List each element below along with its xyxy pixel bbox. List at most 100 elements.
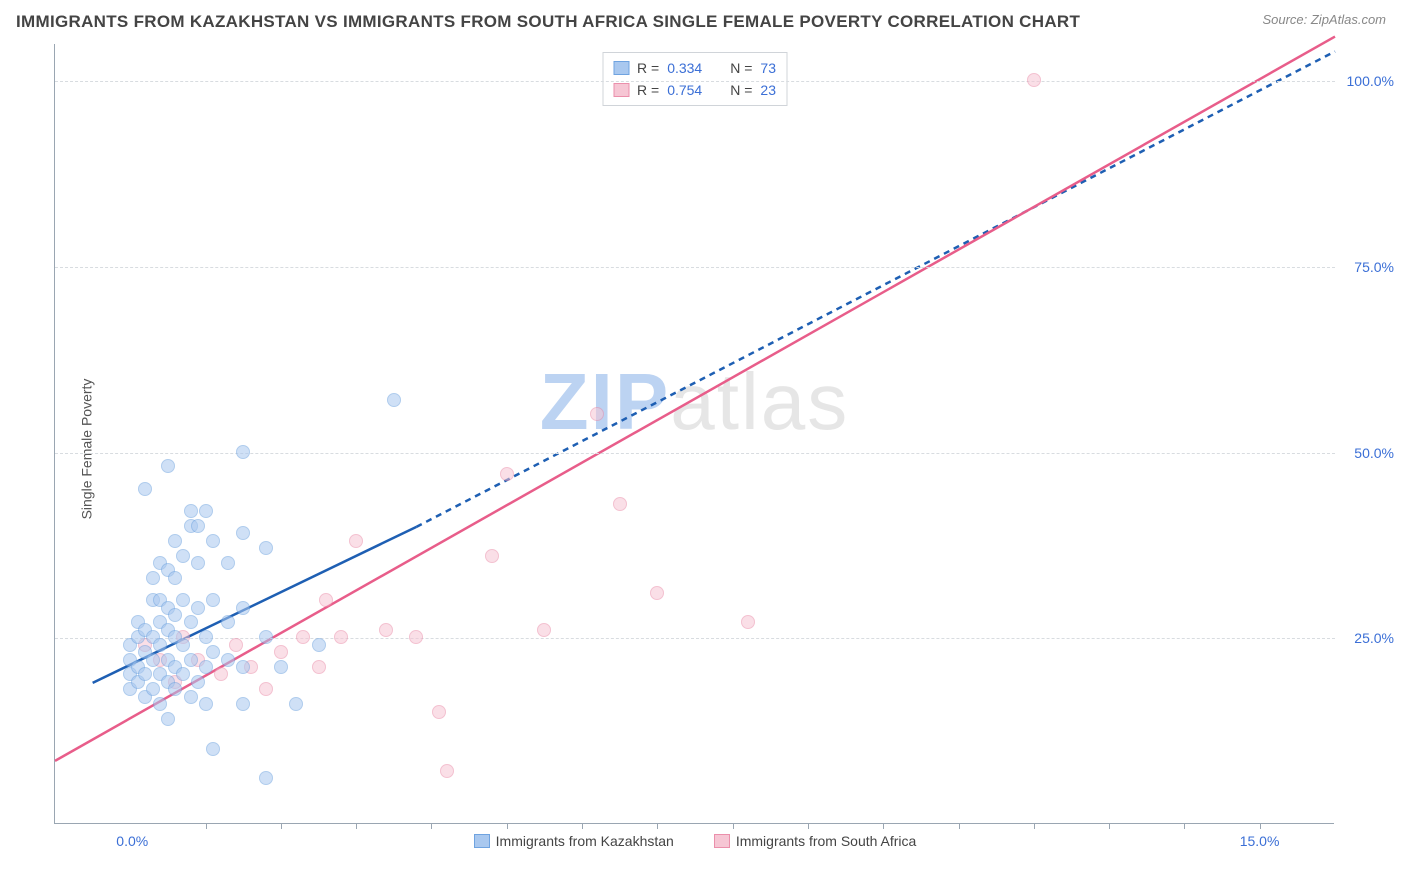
scatter-point — [485, 549, 499, 563]
x-tick — [1184, 823, 1185, 829]
scatter-point — [199, 630, 213, 644]
scatter-point — [613, 497, 627, 511]
scatter-point — [191, 675, 205, 689]
scatter-point — [199, 697, 213, 711]
legend-item-kazakhstan: Immigrants from Kazakhstan — [474, 833, 674, 849]
n-prefix: N = — [730, 82, 752, 98]
scatter-point — [334, 630, 348, 644]
scatter-point — [184, 504, 198, 518]
scatter-point — [312, 660, 326, 674]
scatter-point — [191, 601, 205, 615]
scatter-point — [221, 556, 235, 570]
scatter-point — [312, 638, 326, 652]
x-tick — [356, 823, 357, 829]
legend-row-kazakhstan: R = 0.334 N = 73 — [613, 57, 776, 79]
scatter-point — [319, 593, 333, 607]
scatter-point — [138, 482, 152, 496]
gridline-horizontal — [55, 638, 1335, 639]
scatter-point — [184, 690, 198, 704]
scatter-point — [191, 556, 205, 570]
scatter-point — [379, 623, 393, 637]
scatter-point — [236, 601, 250, 615]
x-tick — [883, 823, 884, 829]
scatter-point — [176, 549, 190, 563]
scatter-point — [146, 571, 160, 585]
r-prefix: R = — [637, 60, 659, 76]
scatter-point — [146, 682, 160, 696]
scatter-point — [274, 660, 288, 674]
scatter-point — [184, 615, 198, 629]
y-tick-label: 50.0% — [1354, 445, 1394, 461]
plot-area: ZIPatlas R = 0.334 N = 73 R = 0.754 — [54, 44, 1334, 824]
r-prefix: R = — [637, 82, 659, 98]
scatter-point — [161, 459, 175, 473]
scatter-point — [650, 586, 664, 600]
scatter-point — [199, 504, 213, 518]
n-value-kazakhstan: 73 — [760, 60, 776, 76]
scatter-point — [259, 541, 273, 555]
r-value-kazakhstan: 0.334 — [667, 60, 702, 76]
y-tick-label: 25.0% — [1354, 630, 1394, 646]
x-tick — [1034, 823, 1035, 829]
x-tick — [808, 823, 809, 829]
scatter-point — [168, 682, 182, 696]
gridline-horizontal — [55, 81, 1335, 82]
swatch-kazakhstan-icon — [474, 834, 490, 848]
scatter-point — [221, 615, 235, 629]
legend-correlation-box: R = 0.334 N = 73 R = 0.754 N = 23 — [602, 52, 787, 106]
x-tick — [206, 823, 207, 829]
scatter-point — [214, 667, 228, 681]
swatch-south-africa-icon — [613, 83, 629, 97]
n-value-south-africa: 23 — [760, 82, 776, 98]
legend-label-south-africa: Immigrants from South Africa — [736, 833, 917, 849]
x-tick — [657, 823, 658, 829]
y-tick-label: 100.0% — [1347, 73, 1394, 89]
scatter-point — [259, 630, 273, 644]
y-tick-label: 75.0% — [1354, 259, 1394, 275]
gridline-horizontal — [55, 267, 1335, 268]
scatter-point — [229, 638, 243, 652]
scatter-point — [191, 519, 205, 533]
legend-series: Immigrants from Kazakhstan Immigrants fr… — [55, 833, 1335, 849]
scatter-point — [161, 712, 175, 726]
x-tick — [959, 823, 960, 829]
swatch-south-africa-icon — [714, 834, 730, 848]
scatter-point — [500, 467, 514, 481]
scatter-point — [236, 660, 250, 674]
scatter-point — [206, 742, 220, 756]
n-prefix: N = — [730, 60, 752, 76]
scatter-point — [176, 593, 190, 607]
scatter-point — [1027, 73, 1041, 87]
scatter-point — [184, 653, 198, 667]
chart-title: IMMIGRANTS FROM KAZAKHSTAN VS IMMIGRANTS… — [16, 12, 1080, 32]
scatter-point — [206, 593, 220, 607]
scatter-point — [259, 771, 273, 785]
x-tick — [1109, 823, 1110, 829]
legend-label-kazakhstan: Immigrants from Kazakhstan — [496, 833, 674, 849]
scatter-point — [199, 660, 213, 674]
scatter-point — [168, 608, 182, 622]
scatter-point — [176, 667, 190, 681]
scatter-point — [741, 615, 755, 629]
plot-wrapper: Single Female Poverty ZIPatlas R = 0.334… — [54, 44, 1384, 854]
scatter-point — [206, 645, 220, 659]
scatter-point — [138, 667, 152, 681]
scatter-point — [168, 534, 182, 548]
scatter-point — [146, 653, 160, 667]
source-attribution: Source: ZipAtlas.com — [1262, 12, 1386, 27]
x-tick — [507, 823, 508, 829]
x-tick-label-min: 0.0% — [116, 833, 148, 849]
scatter-point — [537, 623, 551, 637]
x-tick — [582, 823, 583, 829]
regression-line — [93, 527, 417, 683]
x-tick — [281, 823, 282, 829]
scatter-point — [259, 682, 273, 696]
scatter-point — [221, 653, 235, 667]
scatter-point — [274, 645, 288, 659]
scatter-point — [153, 638, 167, 652]
scatter-point — [236, 697, 250, 711]
watermark-zip: ZIP — [540, 357, 670, 446]
scatter-point — [289, 697, 303, 711]
scatter-point — [590, 407, 604, 421]
watermark-atlas: atlas — [670, 357, 849, 446]
